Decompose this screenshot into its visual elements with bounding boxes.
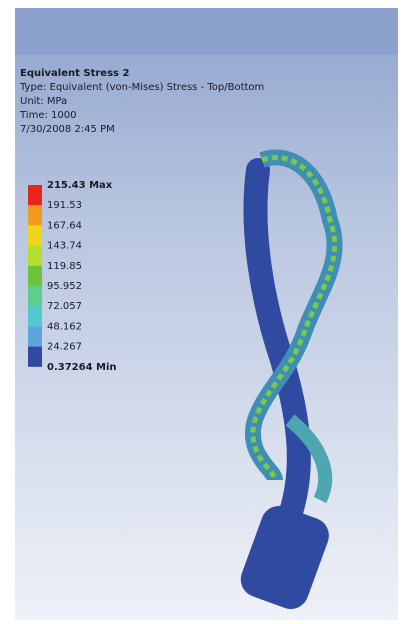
legend-label: 119.85 bbox=[47, 261, 82, 272]
result-date: 7/30/2008 2:45 PM bbox=[20, 124, 115, 135]
viewport: Equivalent Stress 2 Type: Equivalent (vo… bbox=[0, 0, 403, 624]
legend-label: 167.64 bbox=[47, 220, 82, 231]
legend-swatch bbox=[28, 246, 42, 266]
legend-swatch bbox=[28, 326, 42, 346]
legend-label: 0.37264 Min bbox=[47, 362, 117, 373]
legend-label: 143.74 bbox=[47, 241, 82, 252]
legend-swatch bbox=[28, 185, 42, 205]
legend-swatch bbox=[28, 347, 42, 367]
legend-label: 72.057 bbox=[47, 301, 82, 312]
legend-label: 95.952 bbox=[47, 281, 82, 292]
legend-swatch bbox=[28, 286, 42, 306]
legend-label: 215.43 Max bbox=[47, 180, 113, 191]
legend-swatch bbox=[28, 225, 42, 245]
page: Equivalent Stress 2 Type: Equivalent (vo… bbox=[0, 0, 403, 624]
result-unit: Unit: MPa bbox=[20, 96, 67, 107]
legend-label: 191.53 bbox=[47, 200, 82, 211]
background bbox=[15, 8, 398, 620]
legend-swatch bbox=[28, 306, 42, 326]
legend-swatch bbox=[28, 266, 42, 286]
legend-label: 48.162 bbox=[47, 321, 82, 332]
legend-swatch bbox=[28, 205, 42, 225]
result-title: Equivalent Stress 2 bbox=[20, 68, 129, 79]
legend-label: 24.267 bbox=[47, 342, 82, 353]
result-time: Time: 1000 bbox=[19, 110, 76, 121]
result-type: Type: Equivalent (von-Mises) Stress - To… bbox=[19, 82, 264, 93]
top-band bbox=[15, 8, 398, 55]
